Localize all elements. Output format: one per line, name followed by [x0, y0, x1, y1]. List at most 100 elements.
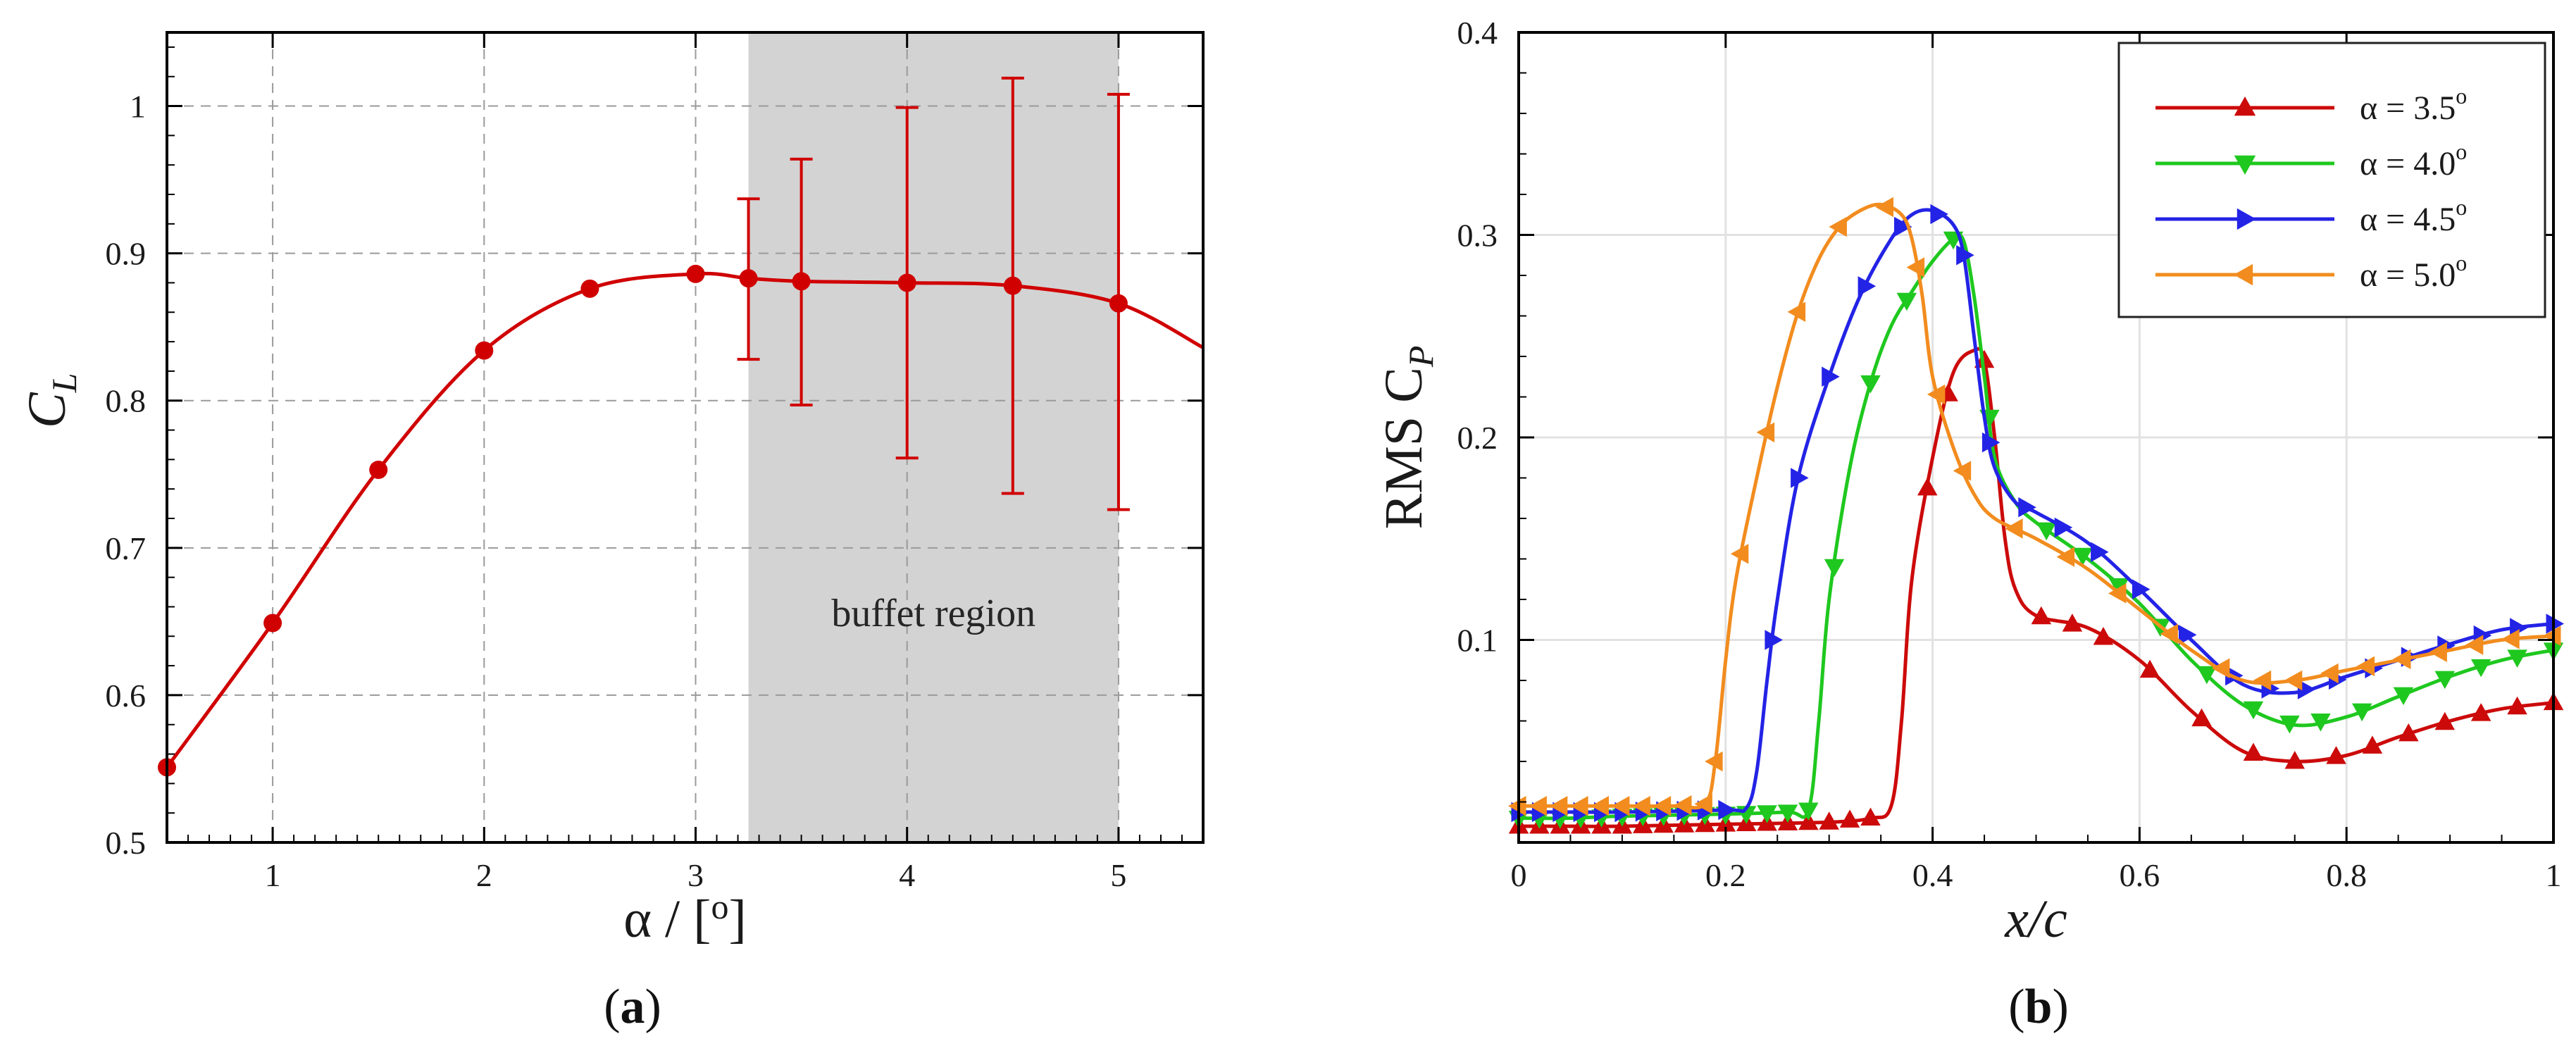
- panel-b-rms-pressure-chart: 0 0.2 0.4 0.6 0.8 1 0.1 0.2 0.3 0.4 α = 3.5o α = 4…: [1374, 15, 2564, 1034]
- legend-marker: [2234, 155, 2256, 175]
- series-marker: [1611, 796, 1630, 816]
- panel-a-x-tick-label: 2: [476, 857, 492, 893]
- panel-a-x-tick-label: 1: [265, 857, 281, 893]
- series-marker: [2352, 703, 2372, 722]
- series-marker: [2196, 666, 2217, 685]
- series-marker: [1981, 432, 2001, 453]
- series-marker: [2243, 701, 2264, 720]
- lift-data-point: [580, 279, 599, 298]
- series-marker: [2543, 625, 2561, 646]
- buffet-region-label: buffet region: [831, 592, 1035, 635]
- legend-label: α = 4.0o: [2360, 139, 2467, 182]
- legend-label: α = 5.0o: [2360, 250, 2467, 294]
- panel-a-x-tick-label: 5: [1110, 857, 1126, 893]
- series-marker: [2546, 614, 2564, 634]
- series-4: [1508, 197, 2561, 816]
- series-marker: [2465, 635, 2484, 655]
- panel-a-x-tick-label: 3: [687, 857, 704, 893]
- series-marker: [1927, 384, 1946, 405]
- series-marker: [1819, 811, 1839, 830]
- series-marker: [2139, 659, 2160, 678]
- panel-b-series: [1508, 197, 2564, 834]
- series-marker: [1694, 794, 1712, 814]
- series-marker: [2310, 714, 2331, 732]
- series-marker: [2284, 751, 2305, 769]
- panel-b-legend: α = 3.5o α = 4.0o α = 4.5o α = 5.0o: [2117, 42, 2546, 318]
- series-marker: [1787, 301, 1806, 322]
- panel-a-y-tick-label: 0.6: [106, 678, 147, 714]
- panel-b-x-tick-label: 1: [2546, 857, 2562, 893]
- legend-entry: α = 4.5o: [2155, 194, 2467, 238]
- series-marker: [2056, 547, 2075, 567]
- panel-b-x-tick-label: 0.6: [2120, 857, 2160, 893]
- series-marker: [2018, 497, 2036, 518]
- series-marker: [2398, 723, 2419, 742]
- panel-b-y-tick-label: 0.3: [1457, 218, 1498, 254]
- series-marker: [1906, 257, 1925, 278]
- series-marker: [2031, 606, 2052, 625]
- series-marker: [1798, 811, 1819, 830]
- panel-b-x-tick-label: 0.8: [2326, 857, 2367, 893]
- series-marker: [2062, 614, 2083, 632]
- lift-data-point: [792, 272, 811, 291]
- series-marker: [2326, 746, 2346, 764]
- series-marker: [2072, 547, 2093, 566]
- panel-a-lift-curve: [158, 264, 1205, 777]
- panel-a-y-tick-label: 0.8: [106, 383, 147, 419]
- legend-entry: α = 3.5o: [2155, 83, 2467, 127]
- series-marker: [1953, 461, 1972, 481]
- panel-a-x-tick-label: 4: [899, 857, 915, 893]
- series-marker: [1875, 197, 1893, 218]
- series-marker: [2036, 522, 2057, 541]
- series-marker: [1791, 468, 1809, 488]
- panel-b-x-tick-label: 0.4: [1912, 857, 1953, 893]
- series-marker: [1653, 796, 1672, 816]
- series-marker: [1718, 799, 1736, 821]
- panel-b-y-tick-label: 0.1: [1457, 623, 1498, 659]
- series-marker: [1529, 796, 1547, 816]
- series-marker: [1917, 477, 1938, 496]
- series-marker: [1822, 366, 1840, 387]
- series-marker: [2284, 670, 2303, 691]
- series-marker: [1632, 796, 1650, 816]
- series-marker: [2320, 663, 2339, 684]
- series-marker: [1765, 630, 1783, 650]
- series-line: [1519, 208, 2554, 814]
- series-marker: [2091, 542, 2109, 562]
- panel-a-y-tick-label: 0.9: [106, 236, 147, 272]
- series-marker: [1824, 559, 1845, 578]
- series-marker: [1591, 796, 1609, 816]
- legend-marker: [2234, 96, 2256, 116]
- panel-a-y-axis-label: CL: [18, 373, 84, 428]
- panel-b-y-tick-label: 0.4: [1457, 15, 1498, 51]
- panel-a-y-tick-label: 1: [130, 89, 146, 125]
- buffet-region: [748, 32, 1119, 842]
- series-marker: [1860, 375, 1881, 394]
- series-marker: [1570, 796, 1588, 816]
- buffet-region-band: [748, 32, 1119, 842]
- panel-a-tick-labels: 1 2 3 4 5 0.5 0.6 0.7 0.8 0.9 1: [106, 89, 1127, 893]
- series-marker: [2434, 671, 2455, 690]
- lift-data-point: [1003, 276, 1022, 295]
- panel-a-lift-coefficient-chart: 1 2 3 4 5 0.5 0.6 0.7 0.8 0.9 1 buffet region α / …: [18, 31, 1205, 1034]
- series-marker: [2279, 715, 2300, 734]
- series-marker: [1839, 809, 1860, 828]
- series-marker: [2470, 703, 2491, 721]
- lift-data-point: [686, 264, 705, 283]
- series-marker: [2005, 518, 2023, 539]
- panel-a-plot-border: [166, 31, 1205, 844]
- series-marker: [2507, 696, 2527, 715]
- panel-a-caption: (a): [604, 980, 661, 1034]
- panel-a-y-tick-label: 0.7: [106, 530, 147, 566]
- panel-b-x-tick-label: 0: [1511, 857, 1527, 893]
- series-marker: [2132, 579, 2151, 599]
- legend-label: α = 4.5o: [2360, 194, 2467, 238]
- legend-entry: α = 5.0o: [2155, 250, 2467, 294]
- lift-data-point: [739, 269, 758, 288]
- panel-a-x-axis-label: α / [o]: [623, 887, 747, 949]
- legend-marker: [2234, 263, 2253, 286]
- series-marker: [1798, 802, 1819, 821]
- series-marker: [2179, 625, 2197, 645]
- series-marker: [2393, 687, 2414, 706]
